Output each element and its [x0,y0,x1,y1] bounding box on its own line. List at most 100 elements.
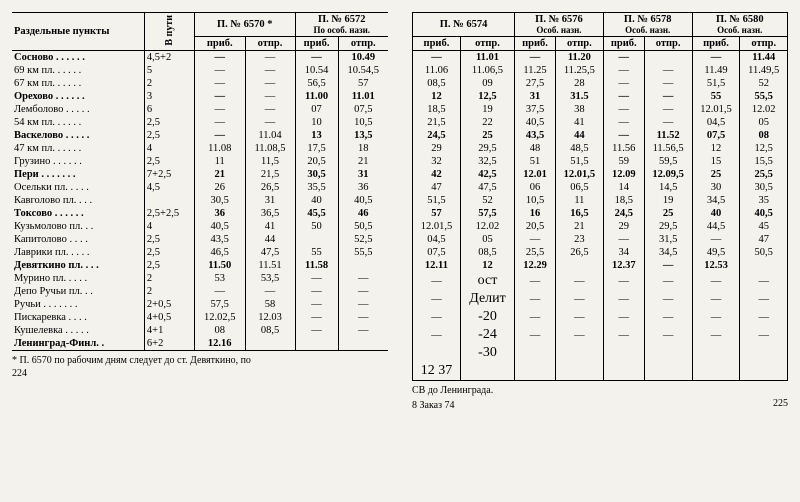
time-cell: — [295,324,338,337]
time-cell: 59,5 [644,155,692,168]
time-cell: — [644,116,692,129]
vputi-cell: 2,5 [144,129,194,142]
time-cell: 52 [740,77,788,90]
time-cell [603,362,644,381]
table-row: 12.01,512.0220,5212929,544,545 [413,220,788,233]
time-cell: — [245,285,295,298]
time-cell: 13,5 [338,129,388,142]
time-cell: 30 [692,181,740,194]
time-cell: — [603,272,644,290]
col-prib: приб. [413,37,461,51]
train-6580: П. № 6580 Особ. назн. [692,13,787,37]
time-cell: 57,5 [194,298,245,311]
time-cell [295,337,338,351]
time-cell: 35 [740,194,788,207]
vputi-cell: 4+0,5 [144,311,194,324]
table-row: Пери . . . . . . .7+2,52121,530,531 [12,168,388,181]
time-cell: — [515,290,556,308]
time-cell: -30 [460,344,514,362]
time-cell: — [644,103,692,116]
time-cell [692,344,740,362]
time-cell [555,362,603,381]
time-cell: 50,5 [338,220,388,233]
time-cell: — [644,308,692,326]
time-cell: — [338,285,388,298]
table-row: Девяткино пл. . . .2,511.5011.5111.58 [12,259,388,272]
time-cell: 21,5 [245,168,295,181]
table-row: Лаврики пл. . . . .2,546,547,55555,5 [12,246,388,259]
vputi-cell [144,194,194,207]
table-row: 12 37 [413,362,788,381]
col-otpr: отпр. [460,37,514,51]
time-cell: 11.25 [515,64,556,77]
time-cell: 50 [295,220,338,233]
time-cell: 15 [692,155,740,168]
vputi-cell: 2,5 [144,116,194,129]
time-cell: 10,5 [515,194,556,207]
table-row: Васкелово . . . . .2,5—11.041313,5 [12,129,388,142]
time-cell: 20,5 [295,155,338,168]
time-cell: — [245,77,295,90]
table-row: Ленинград-Финл. .6+212.16 [12,337,388,351]
time-cell: 23 [555,233,603,246]
time-cell [338,337,388,351]
time-cell: — [245,51,295,65]
time-cell: 51 [515,155,556,168]
time-cell: 11.25,5 [555,64,603,77]
vputi-cell: 2 [144,272,194,285]
station-name: Кузьмолово пл. . . [12,220,144,233]
table-row: —-24—————— [413,326,788,344]
table-row: 2929,54848,511.5611.56,51212,5 [413,142,788,155]
time-cell: 31 [515,90,556,103]
time-cell: 30,5 [194,194,245,207]
time-cell: — [194,116,245,129]
table-row: 24,52543,544—11.5207,508 [413,129,788,142]
time-cell: 10,5 [338,116,388,129]
time-cell: 37,5 [515,103,556,116]
time-cell: 21 [555,220,603,233]
time-cell: 16,5 [555,207,603,220]
time-cell: 12 [460,259,514,272]
station-name: Пери . . . . . . . [12,168,144,181]
time-cell: — [413,51,461,65]
vputi-cell: 4 [144,220,194,233]
col-otpr: отпр. [338,37,388,51]
col-otpr: отпр. [644,37,692,51]
time-cell: 18,5 [603,194,644,207]
station-name: 67 км пл. . . . . . [12,77,144,90]
time-cell: 19 [644,194,692,207]
time-cell: 25,5 [740,168,788,181]
time-cell: 44 [555,129,603,142]
col-sections: Раздельные пункты [12,13,144,51]
time-cell: 11.49,5 [740,64,788,77]
vputi-cell: 2,5 [144,246,194,259]
station-name: Депо Ручьи пл. . . [12,285,144,298]
time-cell: — [644,272,692,290]
time-cell: 11.56 [603,142,644,155]
time-cell: 29,5 [460,142,514,155]
time-cell: 31 [338,168,388,181]
time-cell: 19 [460,103,514,116]
time-cell: 43,5 [194,233,245,246]
time-cell: 07,5 [692,129,740,142]
time-cell: 44,5 [692,220,740,233]
train-6578: П. № 6578 Особ. назн. [603,13,692,37]
time-cell: — [194,90,245,103]
footnote: * П. 6570 по рабочим дням следует до ст.… [12,355,388,366]
table-row: 04,505—23—31,5—47 [413,233,788,246]
time-cell: — [740,272,788,290]
table-row: 69 км пл. . . . . .5——10.5410.54,5 [12,64,388,77]
time-cell [515,344,556,362]
time-cell: 12.02 [740,103,788,116]
time-cell: 10.54 [295,64,338,77]
time-cell: 18 [338,142,388,155]
time-cell: 36,5 [245,207,295,220]
table-row: 18,51937,538——12.01,512.02 [413,103,788,116]
time-cell: — [644,90,692,103]
table-row: Кушелевка . . . . .4+10808,5—— [12,324,388,337]
time-cell: 12.11 [413,259,461,272]
table-row: 4747,50606,51414,53030,5 [413,181,788,194]
time-cell: 08 [194,324,245,337]
time-cell: Делит [460,290,514,308]
time-cell: — [603,326,644,344]
